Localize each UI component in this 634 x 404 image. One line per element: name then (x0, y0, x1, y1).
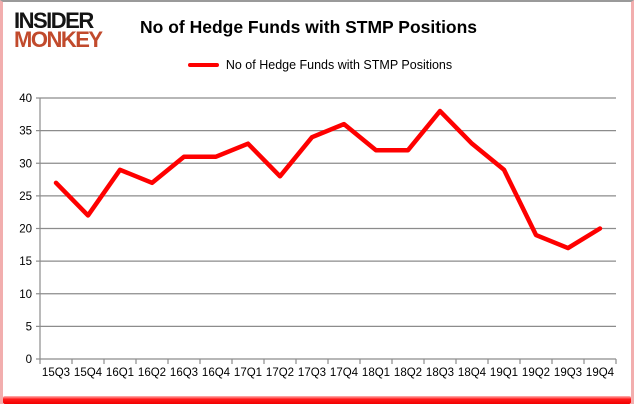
x-tick-label: 18Q3 (426, 367, 454, 379)
insider-monkey-logo: INSIDER MONKEY (14, 8, 103, 53)
legend-line-swatch (187, 62, 219, 68)
x-tick-label: 17Q2 (266, 367, 294, 379)
bottom-red-divider (3, 396, 631, 404)
x-tick-label: 16Q2 (138, 367, 166, 379)
y-tick-label: 20 (19, 224, 32, 236)
x-tick-label: 17Q3 (298, 367, 326, 379)
logo-text-insider: INSIDER (14, 8, 94, 33)
x-tick-label: 18Q4 (458, 367, 487, 379)
y-tick-label: 40 (19, 93, 32, 105)
series-line (53, 108, 603, 251)
y-tick-label: 0 (26, 354, 32, 366)
y-tick-label: 5 (26, 321, 32, 333)
y-tick-label: 15 (19, 256, 32, 268)
y-tick-label: 10 (19, 289, 32, 301)
x-tick-label: 15Q4 (74, 367, 103, 379)
x-tick-label: 17Q4 (330, 367, 359, 379)
legend-label: No of Hedge Funds with STMP Positions (225, 58, 453, 72)
line-chart-svg: 0 5 10 15 20 25 30 35 40 15Q3 15Q4 16Q1 16Q2 16Q3 16Q4… (19, 93, 617, 379)
x-tick-label: 17Q1 (234, 367, 262, 379)
x-tick-label: 16Q3 (170, 367, 198, 379)
y-tick-label: 25 (19, 191, 32, 203)
chart-title: No of Hedge Funds with STMP Positions (140, 17, 478, 37)
x-tick-label: 16Q4 (202, 367, 231, 379)
x-tick-label: 19Q1 (490, 367, 518, 379)
x-tick-label: 19Q4 (586, 367, 615, 379)
line-chart: 0 5 10 15 20 25 30 35 40 15Q3 15Q4 16Q1 16Q2 16Q3 16Q4… (3, 86, 631, 386)
x-tick-label: 18Q2 (394, 367, 422, 379)
y-tick-label: 30 (19, 158, 32, 170)
x-tick-label: 18Q1 (362, 367, 390, 379)
x-tick-label: 19Q2 (522, 367, 550, 379)
chart-legend: No of Hedge Funds with STMP Positions (3, 58, 631, 72)
logo-text-monkey: MONKEY (14, 27, 103, 53)
x-tick-label: 16Q1 (106, 367, 134, 379)
x-tick-label: 19Q3 (554, 367, 582, 379)
x-tick-label: 15Q3 (42, 367, 70, 379)
y-tick-label: 35 (19, 126, 32, 138)
